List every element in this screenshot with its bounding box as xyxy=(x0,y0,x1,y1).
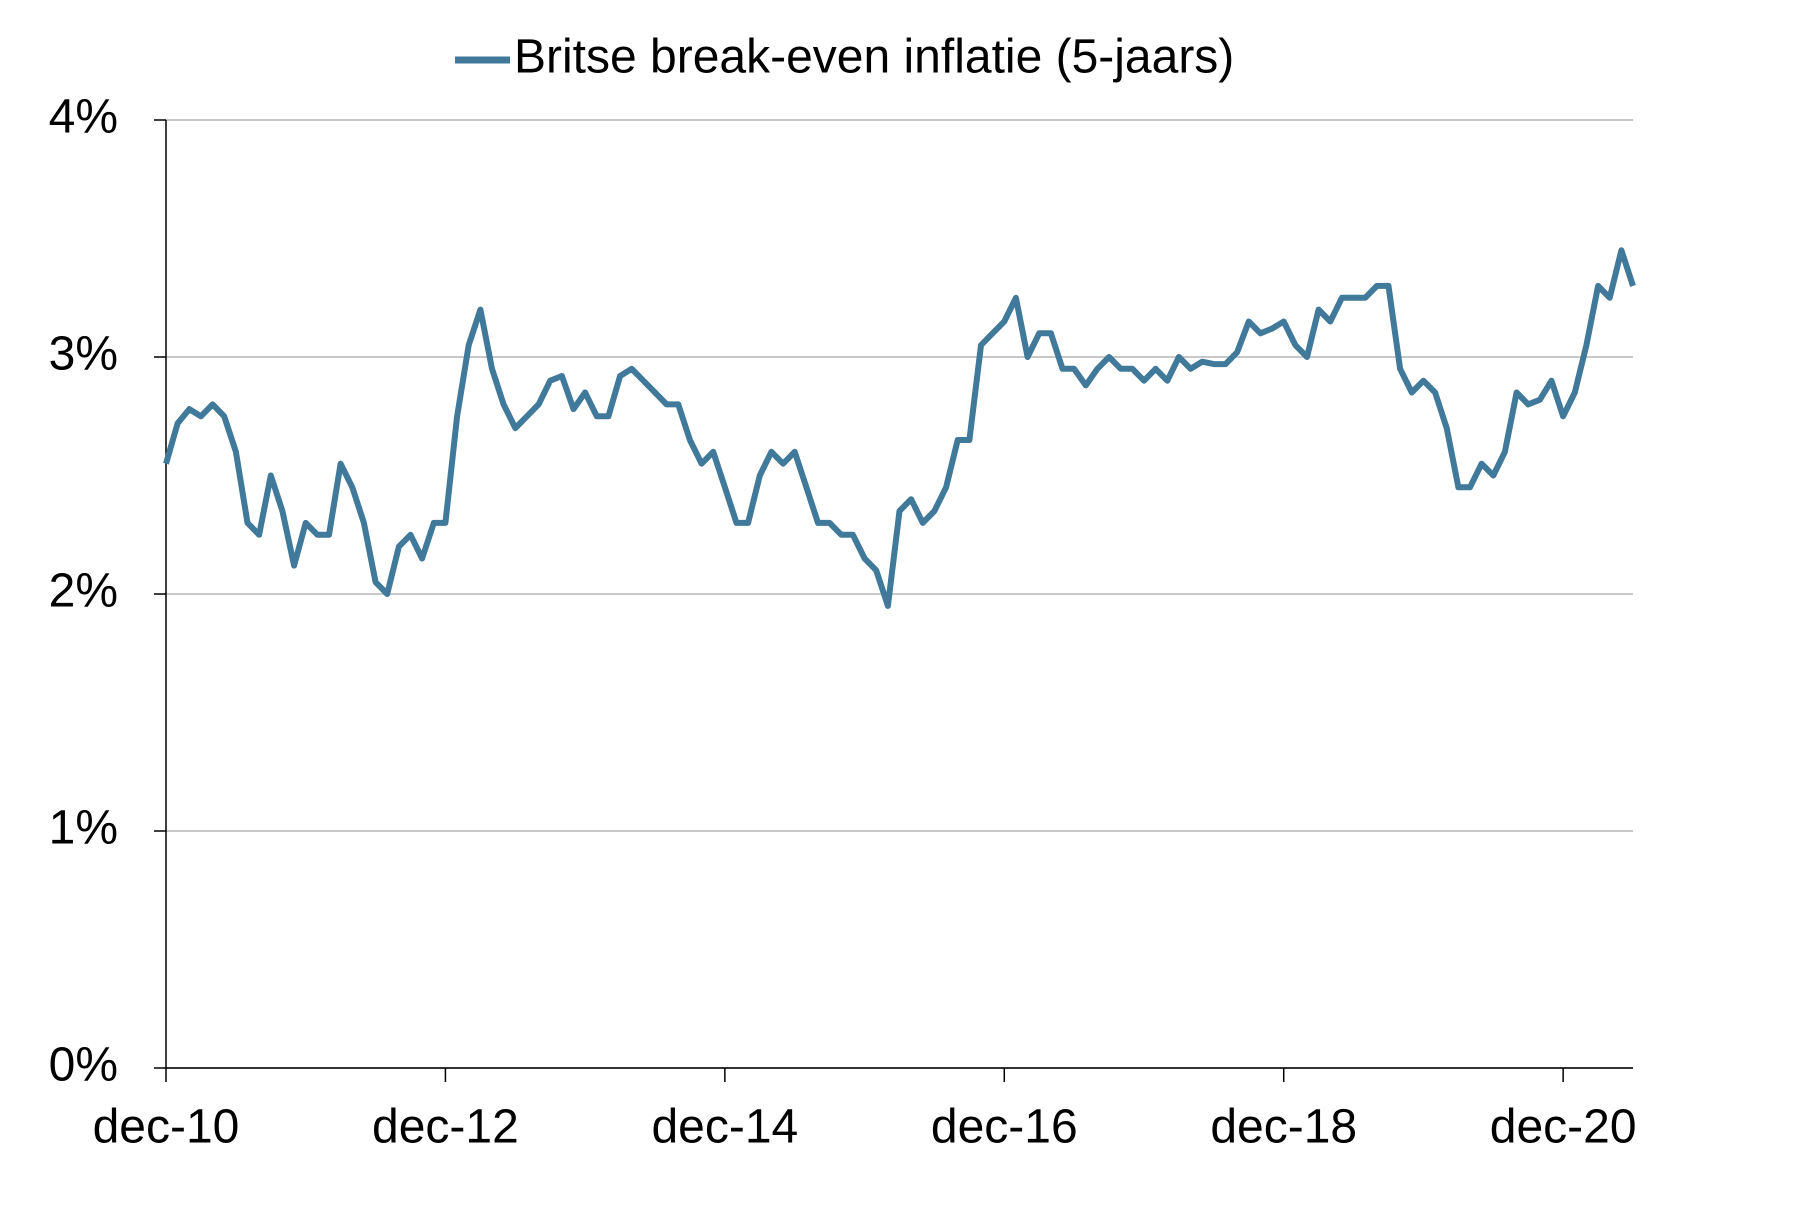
x-tick-label: dec-12 xyxy=(372,1101,519,1154)
y-tick-label: 2% xyxy=(49,565,118,618)
legend: Britse break-even inflatie (5-jaars) xyxy=(455,31,1234,84)
y-tick-label: 1% xyxy=(49,802,118,855)
y-tick-label: 3% xyxy=(49,328,118,381)
y-tick-label: 4% xyxy=(49,91,118,144)
x-tick-label: dec-14 xyxy=(651,1101,798,1154)
x-tick-label: dec-10 xyxy=(93,1101,240,1154)
y-tick-label: 0% xyxy=(49,1039,118,1092)
series-line xyxy=(163,247,1636,609)
legend-label: Britse break-even inflatie (5-jaars) xyxy=(514,31,1234,84)
x-tick-label: dec-16 xyxy=(931,1101,1078,1154)
x-tick-label: dec-18 xyxy=(1210,1101,1357,1154)
x-tick-label: dec-20 xyxy=(1490,1101,1637,1154)
